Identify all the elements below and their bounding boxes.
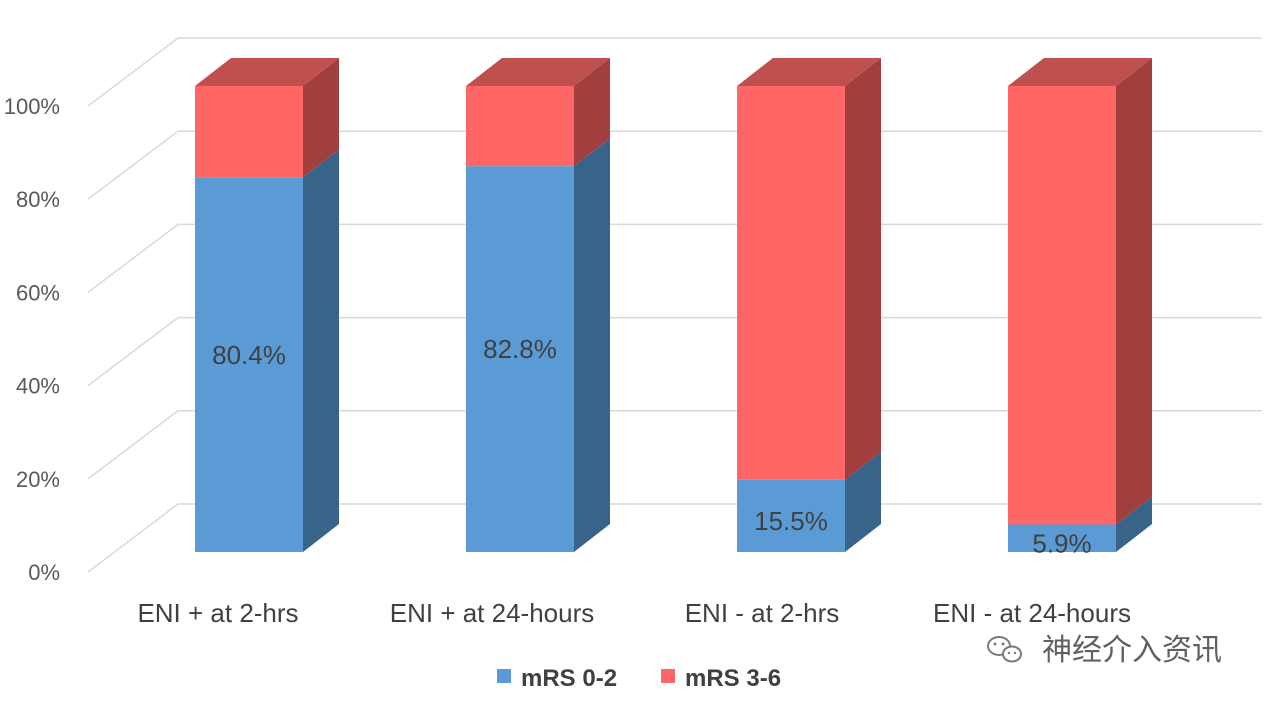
data-label: 5.9% xyxy=(1032,528,1091,558)
bar-side-mrs-3-6 xyxy=(303,58,339,178)
legend-label: mRS 3-6 xyxy=(685,665,781,692)
bar-mrs-0-2 xyxy=(195,177,303,552)
bar-mrs-0-2 xyxy=(466,166,574,553)
x-category-label: ENI - at 2-hrs xyxy=(685,598,840,628)
gridline xyxy=(87,410,1262,480)
bar-top-face xyxy=(466,58,610,86)
wechat-icon xyxy=(987,636,1022,663)
data-label: 80.4% xyxy=(212,340,286,370)
y-tick-label: 20% xyxy=(16,467,60,492)
bar-mrs-3-6 xyxy=(466,86,574,167)
y-tick-label: 40% xyxy=(16,374,60,399)
x-axis-categories: ENI + at 2-hrs ENI + at 24-hours ENI - at … xyxy=(137,598,1131,628)
gridline xyxy=(87,316,1262,387)
x-category-label: ENI + at 2-hrs xyxy=(137,598,298,628)
watermark: 神经介入资讯 xyxy=(987,634,1222,667)
bar-side-mrs-3-6 xyxy=(1116,58,1152,525)
y-tick-label: 100% xyxy=(4,94,60,119)
bars-layer xyxy=(195,58,1152,553)
bar-side-mrs-0-2 xyxy=(303,149,339,552)
gridline xyxy=(87,37,1262,107)
bar-side-mrs-0-2 xyxy=(1116,496,1152,552)
watermark-text: 神经介入资讯 xyxy=(1042,634,1222,667)
y-tick-label: 0% xyxy=(28,560,60,585)
gridline xyxy=(87,503,1262,573)
data-label: 82.8% xyxy=(483,334,557,364)
bar-mrs-3-6 xyxy=(195,86,303,178)
bar-top-face xyxy=(737,58,881,86)
y-tick-label: 60% xyxy=(16,280,60,305)
gridline xyxy=(87,130,1262,200)
bar-side-mrs-0-2 xyxy=(845,451,881,552)
bar-mrs-3-6 xyxy=(1008,86,1116,525)
bar-top-face xyxy=(195,58,339,86)
data-labels-layer: 80.4% 82.8% 15.5% 5.9% xyxy=(212,334,1092,558)
legend-swatch xyxy=(661,669,675,683)
grid-layer xyxy=(87,37,1262,573)
gridline xyxy=(87,223,1262,293)
legend: mRS 0-2 mRS 3-6 xyxy=(497,665,781,692)
y-tick-label: 80% xyxy=(16,187,60,212)
bar-side-mrs-3-6 xyxy=(574,58,610,167)
bar-top-face xyxy=(1008,58,1152,86)
bar-side-mrs-3-6 xyxy=(845,58,881,480)
legend-label: mRS 0-2 xyxy=(521,665,617,692)
legend-swatch xyxy=(497,669,511,683)
bar-mrs-3-6 xyxy=(737,86,845,480)
data-label: 15.5% xyxy=(754,506,828,536)
bar-mrs-0-2 xyxy=(1008,524,1116,552)
x-category-label: ENI + at 24-hours xyxy=(390,598,595,628)
x-category-label: ENI - at 24-hours xyxy=(933,598,1131,628)
y-axis-ticks: 0% 20% 40% 60% 80% 100% xyxy=(4,94,60,585)
bar-mrs-0-2 xyxy=(737,479,845,552)
bar-side-mrs-0-2 xyxy=(574,138,610,553)
